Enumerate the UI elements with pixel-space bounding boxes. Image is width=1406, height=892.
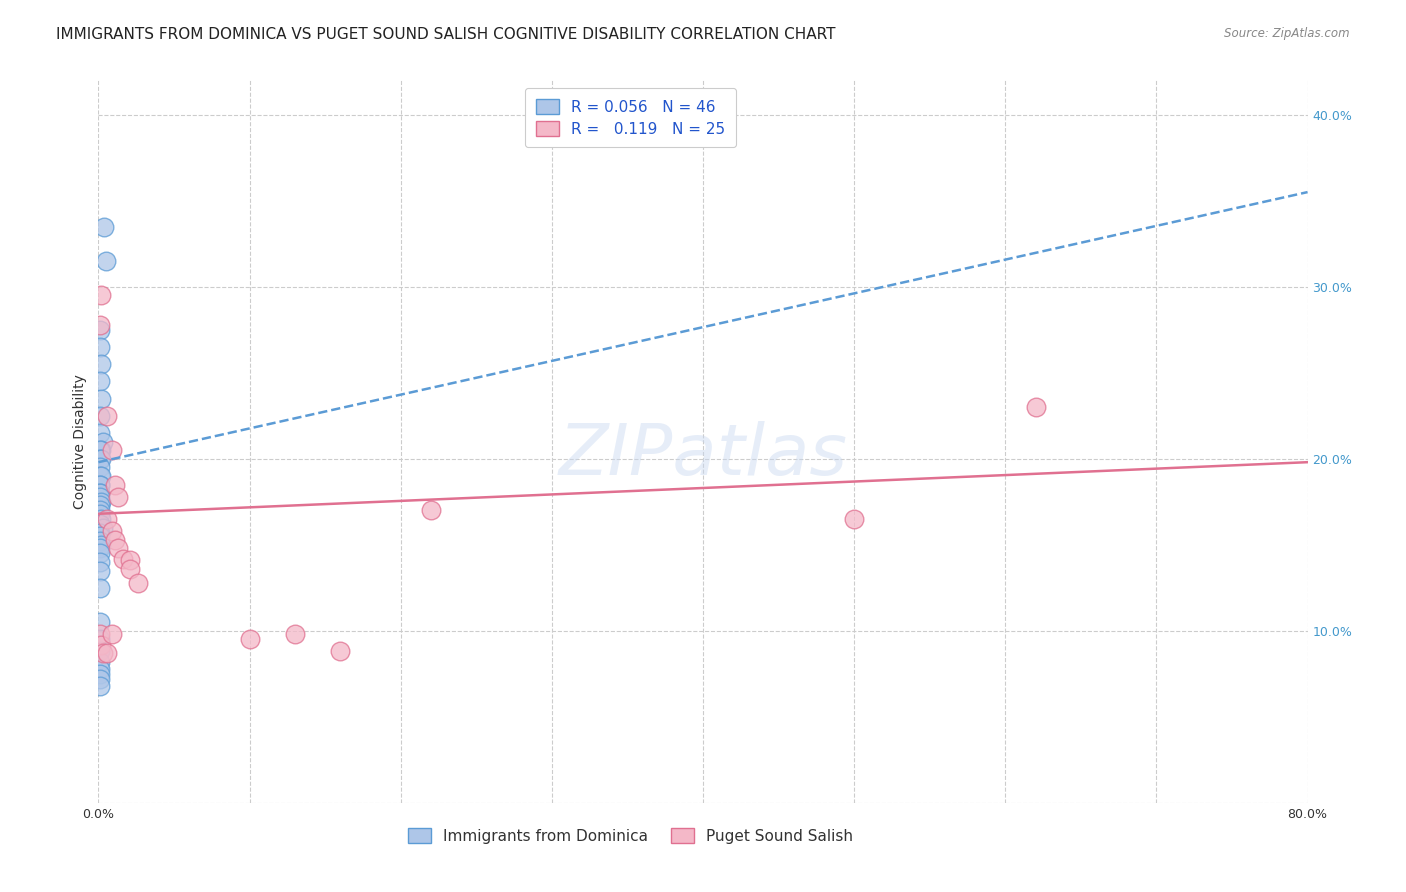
Point (90, 451, 112, 466)
Point (120, 553, 142, 567)
Point (89, 525, 111, 540)
Point (89, 451, 111, 466)
Point (101, 524, 124, 538)
Point (89, 477, 111, 491)
Point (89, 443, 111, 458)
Point (329, 644, 352, 658)
Point (89, 534, 111, 549)
Point (90, 538, 112, 552)
Point (101, 627, 124, 641)
Point (101, 443, 124, 458)
Point (96, 512, 118, 526)
Point (107, 490, 129, 504)
Point (89, 375, 111, 389)
Point (89, 546, 111, 560)
Point (90, 469, 112, 483)
Point (420, 503, 443, 517)
Point (104, 533, 127, 547)
Point (107, 541, 129, 556)
Point (89, 507, 111, 521)
Point (91, 646, 114, 660)
Point (89, 615, 111, 630)
Point (89, 425, 111, 440)
Point (91, 434, 114, 449)
Point (89, 498, 111, 512)
Point (89, 541, 111, 556)
Point (90, 392, 112, 406)
Point (89, 679, 111, 693)
Point (93, 219, 115, 234)
Point (89, 486, 111, 500)
Point (90, 512, 112, 526)
Point (90, 288, 112, 302)
Point (89, 318, 111, 332)
Point (89, 486, 111, 500)
Point (1024, 400, 1046, 414)
Text: ZIPatlas: ZIPatlas (558, 422, 848, 491)
Point (89, 477, 111, 491)
Point (120, 562, 142, 576)
Y-axis label: Cognitive Disability: Cognitive Disability (73, 374, 87, 509)
Point (91, 520, 114, 534)
Point (89, 529, 111, 543)
Legend: Immigrants from Dominica, Puget Sound Salish: Immigrants from Dominica, Puget Sound Sa… (399, 819, 862, 853)
Point (94, 253, 117, 268)
Point (96, 409, 118, 423)
Text: Source: ZipAtlas.com: Source: ZipAtlas.com (1225, 27, 1350, 40)
Point (89, 655, 111, 669)
Point (239, 632, 262, 647)
Text: IMMIGRANTS FROM DOMINICA VS PUGET SOUND SALISH COGNITIVE DISABILITY CORRELATION : IMMIGRANTS FROM DOMINICA VS PUGET SOUND … (56, 27, 835, 42)
Point (89, 632, 111, 647)
Point (90, 638, 112, 652)
Point (90, 357, 112, 371)
Point (127, 575, 149, 590)
Point (89, 409, 111, 423)
Point (89, 672, 111, 686)
Point (89, 581, 111, 595)
Point (89, 503, 111, 517)
Point (89, 627, 111, 641)
Point (89, 460, 111, 475)
Point (89, 564, 111, 578)
Point (96, 646, 118, 660)
Point (111, 551, 134, 566)
Point (89, 666, 111, 681)
Point (284, 627, 307, 641)
Point (89, 490, 111, 504)
Point (89, 323, 111, 337)
Point (89, 662, 111, 676)
Point (89, 644, 111, 658)
Point (89, 517, 111, 532)
Point (90, 443, 112, 458)
Point (844, 512, 866, 526)
Point (104, 477, 127, 491)
Point (89, 340, 111, 354)
Point (89, 555, 111, 569)
Point (90, 494, 112, 508)
Point (89, 469, 111, 483)
